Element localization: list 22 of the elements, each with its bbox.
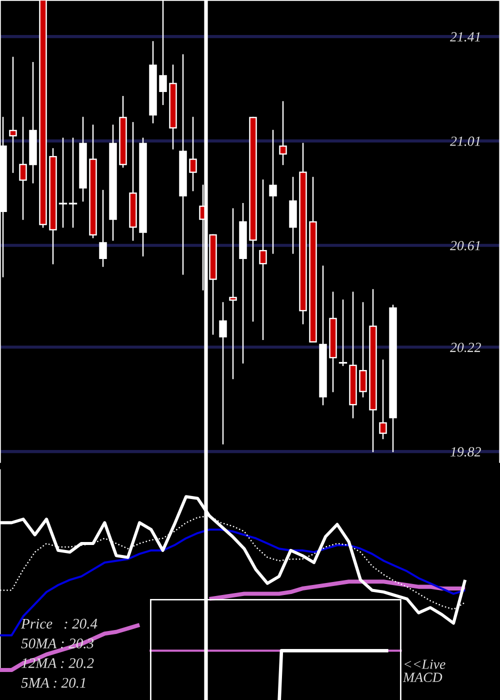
y-tick-label: 21.41: [450, 32, 480, 42]
candlestick: [359, 302, 367, 398]
candlestick: [58, 138, 68, 228]
y-tick-label: 21.01: [450, 136, 480, 146]
y-tick-label: 20.61: [450, 240, 480, 250]
y-tick-label: 20.22: [450, 342, 481, 352]
candlestick: [338, 300, 348, 366]
candlestick: [259, 179, 267, 340]
annotation: Price : 20.4: [20, 618, 98, 629]
candlestick: [279, 101, 287, 166]
text: 5MA : 20.1: [21, 678, 86, 688]
candlestick: [99, 190, 107, 267]
annotation: <<Live MACD: [402, 660, 446, 682]
y-tick-label: 19.82: [450, 447, 481, 457]
candlestick: [229, 208, 237, 380]
candlestick: [379, 360, 387, 440]
candlestick: [219, 302, 227, 444]
candlestick: [269, 130, 277, 254]
candlestick: [189, 116, 197, 192]
candlestick: [68, 138, 78, 228]
candlestick: [19, 116, 27, 220]
candlestick: [9, 56, 17, 173]
